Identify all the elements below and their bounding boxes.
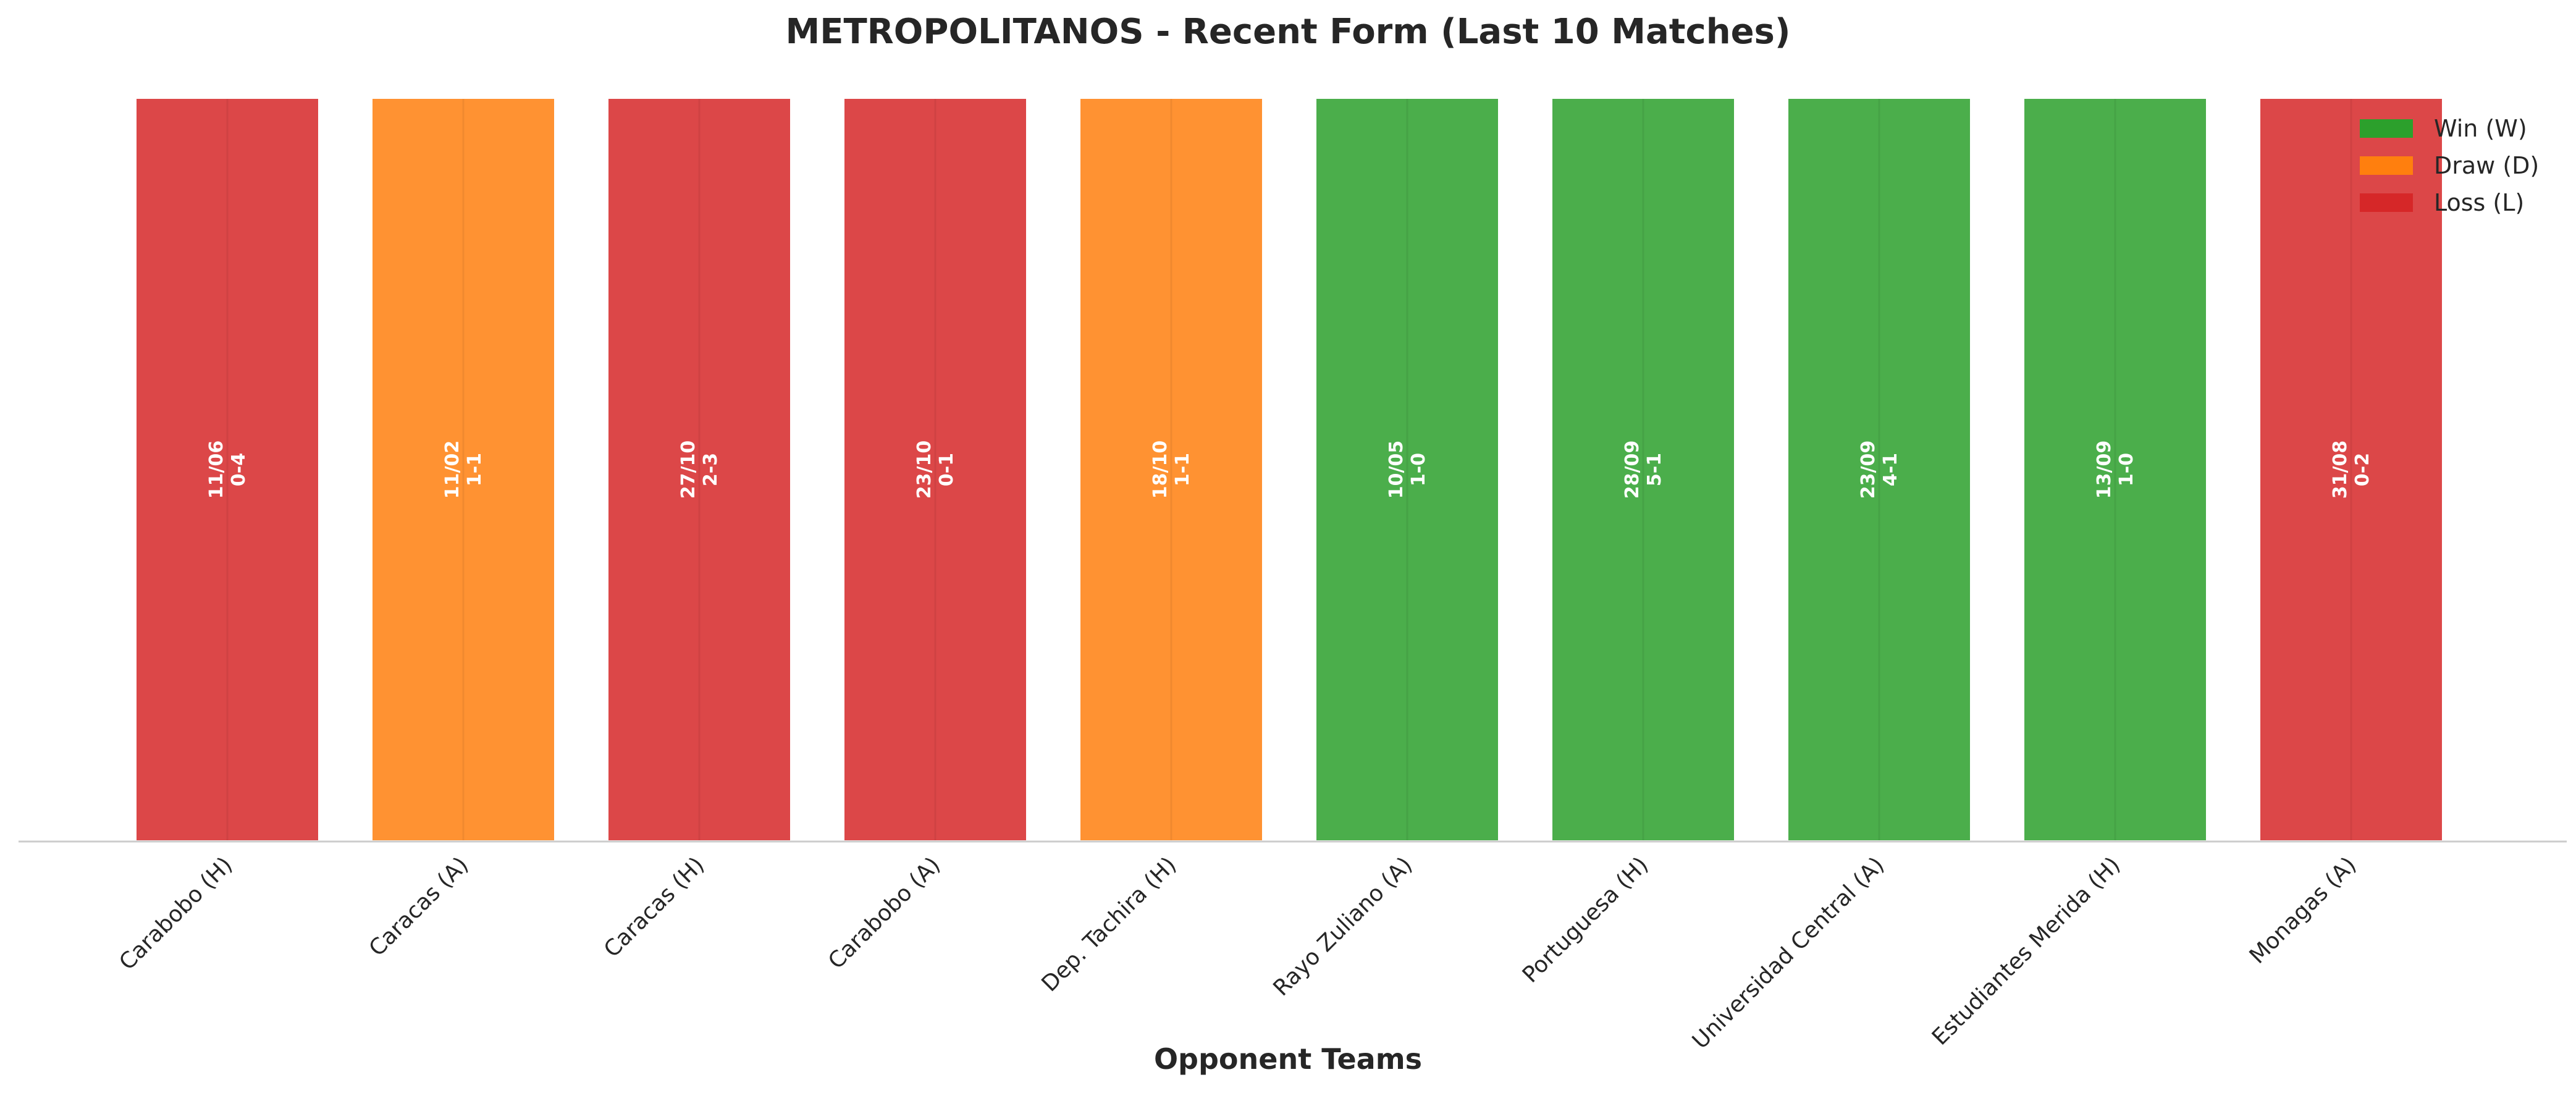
match-score: 1-0 (1408, 453, 1429, 486)
bar-label-5: 10/051-0 (1386, 441, 1429, 499)
bar-label-8: 13/091-0 (2094, 441, 2137, 499)
x-tick-label-4: Dep. Tachira (H) (1037, 852, 1181, 997)
x-tick-label-5: Rayo Zuliano (A) (1269, 852, 1418, 1001)
bar-label-0: 11/060-4 (206, 441, 250, 499)
bar-0 (134, 96, 321, 843)
bars-group: 11/060-4 11/021-1 27/102-3 23/100-1 18/101-1… (134, 96, 2444, 843)
bar-3 (842, 96, 1029, 843)
bar-label-6: 28/095-1 (1622, 441, 1665, 499)
legend-swatch-2 (2360, 193, 2413, 212)
x-tick-label-6: Portuguesa (H) (1518, 852, 1654, 988)
legend-label-0: Win (W) (2434, 115, 2527, 142)
match-score: 1-0 (2116, 453, 2137, 486)
match-score: 2-3 (700, 453, 722, 486)
match-date: 31/08 (2330, 441, 2351, 499)
legend-swatch-0 (2360, 119, 2413, 138)
legend: Win (W) Draw (D) Loss (L) (2360, 115, 2539, 216)
bar-label-3: 23/100-1 (914, 441, 958, 499)
match-date: 13/09 (2094, 441, 2115, 499)
legend-swatch-1 (2360, 156, 2413, 175)
match-score: 5-1 (1644, 453, 1665, 486)
match-score: 0-4 (228, 453, 250, 486)
bar-6 (1550, 96, 1736, 843)
bar-5 (1314, 96, 1501, 843)
x-tick-label-1: Caracas (A) (364, 852, 474, 961)
match-date: 11/06 (206, 441, 227, 499)
bar-4 (1078, 96, 1265, 843)
x-tick-label-0: Carabobo (H) (114, 852, 237, 975)
match-date: 23/09 (1858, 441, 1879, 499)
match-date: 27/10 (678, 441, 699, 499)
match-date: 23/10 (914, 441, 935, 499)
match-score: 0-1 (936, 453, 958, 486)
match-date: 10/05 (1386, 441, 1407, 499)
x-axis-label: Opponent Teams (1154, 1042, 1422, 1076)
match-date: 18/10 (1150, 441, 1171, 499)
bar-label-1: 11/021-1 (442, 441, 486, 499)
legend-label-2: Loss (L) (2434, 189, 2524, 216)
bar-label-4: 18/101-1 (1150, 441, 1193, 499)
x-tick-label-7: Universidad Central (A) (1688, 852, 1889, 1053)
match-score: 1-1 (1172, 453, 1193, 486)
x-tick-label-8: Estudiantes Merida (H) (1927, 852, 2125, 1050)
bar-label-2: 27/102-3 (678, 441, 722, 499)
x-tick-label-2: Caracas (H) (599, 852, 709, 962)
match-date: 11/02 (442, 441, 463, 499)
x-tick-label-9: Monagas (A) (2245, 852, 2362, 969)
match-score: 4-1 (1880, 453, 1901, 486)
legend-label-1: Draw (D) (2434, 152, 2539, 179)
bar-label-7: 23/094-1 (1858, 441, 1901, 499)
match-score: 0-2 (2352, 453, 2373, 486)
chart-title: METROPOLITANOS - Recent Form (Last 10 Ma… (786, 12, 1791, 52)
bar-label-9: 31/080-2 (2330, 441, 2373, 499)
x-tick-labels: Carabobo (H) Caracas (A) Caracas (H) Carabo… (114, 852, 2361, 1053)
bar-9 (2258, 96, 2444, 843)
bar-1 (370, 96, 557, 843)
match-date: 28/09 (1622, 441, 1643, 499)
bar-2 (606, 96, 793, 843)
match-score: 1-1 (464, 453, 486, 486)
x-tick-label-3: Carabobo (A) (823, 852, 945, 974)
